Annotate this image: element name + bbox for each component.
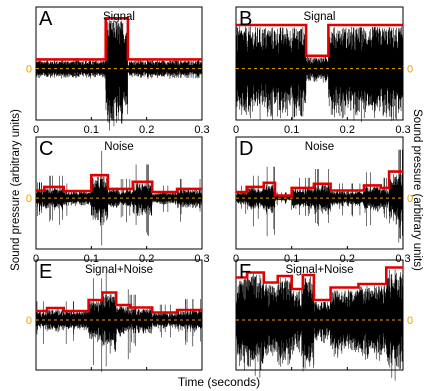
panel-b-xtick-label: 0.3 xyxy=(395,124,410,136)
panel-c: 0 C Noise 0 0.1 0.2 0.3 xyxy=(26,136,210,265)
panel-b: 0 B Signal 0 0.1 0.2 0.3 xyxy=(233,6,413,136)
panel-b-xtick-label: 0.1 xyxy=(284,124,299,136)
panel-c-xtick-label: 0.1 xyxy=(84,253,99,265)
panel-d: 0 D Noise 0 0.1 0.2 0.3 xyxy=(233,136,413,265)
panel-a-letter: A xyxy=(39,8,53,30)
panel-d-xtick-label: 0.3 xyxy=(395,253,410,265)
panel-a-zero-label: 0 xyxy=(26,64,32,76)
panel-a-xtick-label: 0 xyxy=(33,124,39,136)
panel-b-xtick-label: 0 xyxy=(233,124,239,136)
x-axis-label: Time (seconds) xyxy=(178,375,260,389)
panel-e-letter: E xyxy=(39,261,52,283)
panel-c-zero-label: 0 xyxy=(26,193,32,205)
panel-a-envelope-line xyxy=(36,16,202,61)
panel-f-waveform xyxy=(235,269,404,381)
panel-d-xtick-label: 0.1 xyxy=(284,253,299,265)
panel-e-title: Signal+Noise xyxy=(85,264,153,276)
panel-c-envelope-line xyxy=(36,173,202,194)
panel-e: 0 E Signal+Noise xyxy=(26,259,203,372)
panel-a-title: Signal xyxy=(103,11,135,23)
panel-b-xtick-label: 0.2 xyxy=(340,124,355,136)
panel-b-title: Signal xyxy=(304,11,336,23)
panel-d-letter: D xyxy=(239,138,253,160)
panel-f-zero-label: 0 xyxy=(407,315,413,327)
panel-c-xtick-label: 0.3 xyxy=(194,253,209,265)
panel-f: 0 F Signal+Noise xyxy=(235,259,413,381)
panel-c-title: Noise xyxy=(104,141,133,153)
panel-b-waveform xyxy=(235,26,404,122)
panel-a-xtick-label: 0.1 xyxy=(84,124,99,136)
panel-c-letter: C xyxy=(39,138,53,160)
panel-a-xtick-label: 0.2 xyxy=(139,124,154,136)
panel-a: 0 A Signal 0 0.1 0.2 0.3 xyxy=(26,6,210,136)
panel-b-zero-label: 0 xyxy=(407,64,413,76)
panel-d-zero-label: 0 xyxy=(407,193,413,205)
panel-f-title: Signal+Noise xyxy=(285,264,353,276)
y-axis-label-right: Sound pressure (arbitrary units) xyxy=(411,109,423,271)
panel-e-envelope-line xyxy=(36,291,202,314)
panel-d-xtick-label: 0.2 xyxy=(340,253,355,265)
panel-d-xtick-label: 0 xyxy=(233,253,239,265)
panel-e-waveform xyxy=(35,272,203,372)
panel-d-title: Noise xyxy=(305,141,334,153)
panel-d-waveform xyxy=(235,149,404,243)
panel-e-zero-label: 0 xyxy=(26,315,32,327)
panel-b-letter: B xyxy=(239,8,252,30)
panel-d-envelope-line xyxy=(236,170,403,197)
y-axis-label-left: Sound pressure (arbitrary units) xyxy=(10,109,22,271)
panel-f-letter: F xyxy=(239,261,251,283)
panel-a-xtick-label: 0.3 xyxy=(194,124,209,136)
panel-a-waveform xyxy=(35,20,203,131)
panel-c-xtick-label: 0.2 xyxy=(139,253,154,265)
panel-f-envelope-line xyxy=(236,266,403,302)
panel-b-envelope-line xyxy=(236,23,403,58)
panel-c-xtick-label: 0 xyxy=(33,253,39,265)
